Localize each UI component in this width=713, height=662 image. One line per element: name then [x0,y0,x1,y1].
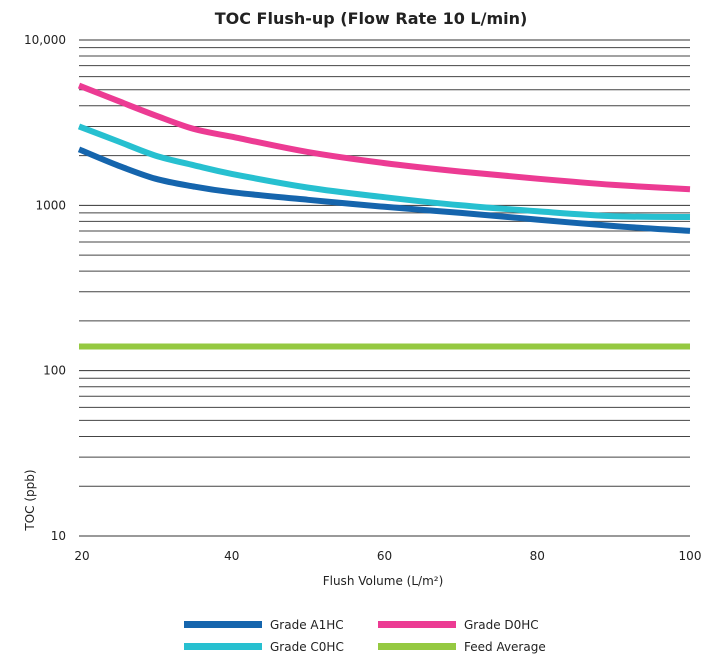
legend: Grade A1HC Grade D0HC Grade C0HC Feed Avera… [184,618,546,654]
y-axis-label: TOC (ppb) [23,469,37,531]
x-axis-label: Flush Volume (L/m²) [323,574,444,588]
grid-lines [79,39,690,537]
legend-swatch-grade-a1hc [184,621,262,628]
y-tick-label: 10,000 [24,33,66,47]
legend-label-grade-c0hc: Grade C0HC [270,640,344,654]
x-tick-label: 20 [74,549,89,563]
axis-ticks: 10 100 1000 10,000 20 40 60 80 100 [24,33,701,563]
series-line-grade-c0hc [77,123,691,220]
x-tick-label: 60 [377,549,392,563]
y-tick-label: 10 [51,529,66,543]
legend-swatch-grade-d0hc [378,621,456,628]
series-line-grade-d0hc [77,82,691,193]
legend-label-feed-average: Feed Average [464,640,546,654]
x-tick-label: 80 [530,549,545,563]
legend-swatch-grade-c0hc [184,643,262,650]
x-tick-label: 100 [679,549,702,563]
legend-swatch-feed-average [378,643,456,650]
chart-title: TOC Flush-up (Flow Rate 10 L/min) [215,9,528,28]
series-line-grade-a1hc [77,146,691,234]
legend-label-grade-d0hc: Grade D0HC [464,618,539,632]
x-tick-label: 40 [224,549,239,563]
series-lines [77,82,691,350]
y-tick-label: 1000 [35,198,66,212]
legend-label-grade-a1hc: Grade A1HC [270,618,344,632]
y-tick-label: 100 [43,364,66,378]
